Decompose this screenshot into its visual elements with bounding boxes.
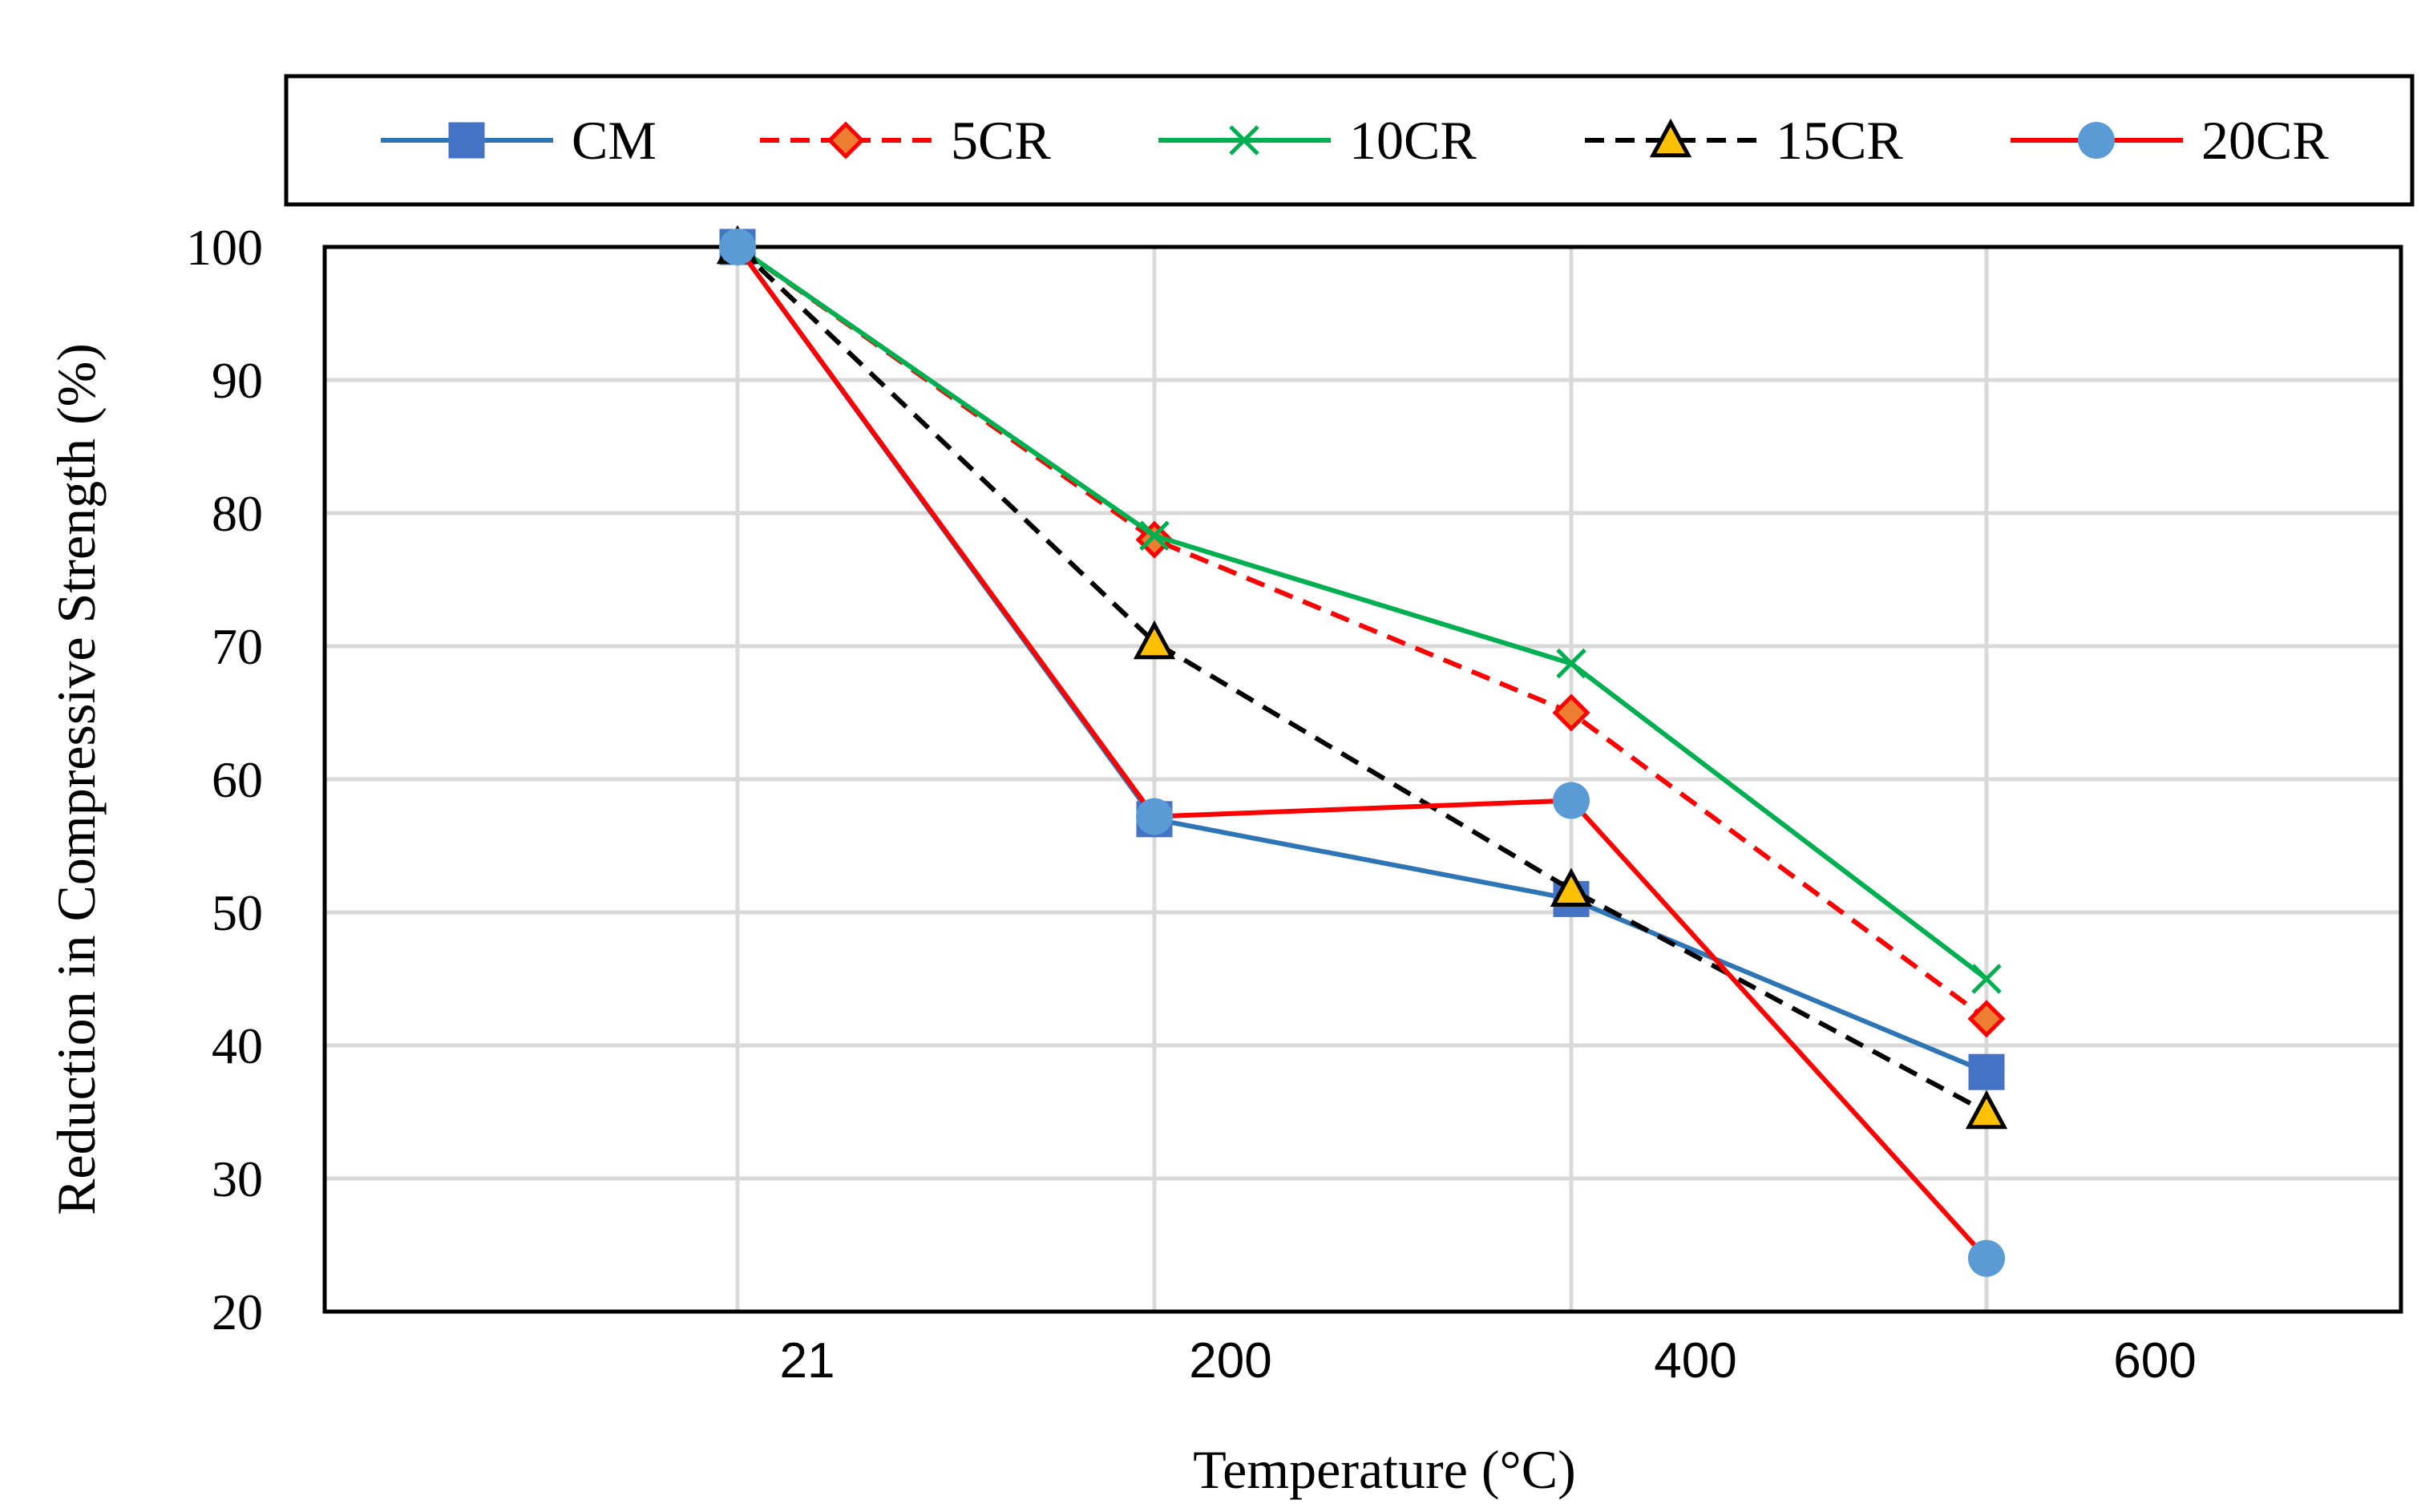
legend-label-20cr: 20CR bbox=[2201, 110, 2329, 171]
y-tick-label: 100 bbox=[186, 219, 263, 276]
x-axis-label: Temperature (°C) bbox=[1193, 1439, 1575, 1500]
data-point-15cr bbox=[1133, 620, 1176, 660]
legend-label-10cr: 10CR bbox=[1349, 110, 1477, 171]
y-tick-label: 80 bbox=[212, 485, 263, 542]
y-axis-ticks: 100 90 80 70 60 50 40 30 20 bbox=[186, 219, 263, 1340]
x-tick-label: 400 bbox=[1654, 1333, 1736, 1389]
legend: CM 5CR 10CR 15CR 20CR bbox=[284, 74, 2415, 207]
y-axis-label: Reduction in Compressive Strength (%) bbox=[46, 343, 107, 1215]
legend-items: CM 5CR 10CR 15CR 20CR bbox=[381, 110, 2329, 171]
legend-label-15cr: 15CR bbox=[1776, 110, 1903, 171]
data-point-5cr bbox=[1552, 693, 1590, 732]
x-tick-label: 21 bbox=[780, 1333, 835, 1389]
y-tick-label: 70 bbox=[212, 618, 263, 675]
y-tick-label: 30 bbox=[212, 1150, 263, 1207]
legend-marker-10cr bbox=[1229, 125, 1259, 156]
series-line-15cr bbox=[735, 245, 1988, 1114]
y-tick-label: 20 bbox=[212, 1284, 263, 1340]
series-cm bbox=[719, 228, 2005, 1090]
y-tick-label: 50 bbox=[212, 884, 263, 941]
series-line-20cr bbox=[735, 245, 1989, 1260]
y-tick-label: 90 bbox=[212, 352, 263, 409]
legend-marker-20cr bbox=[2078, 122, 2115, 159]
legend-marker-15cr bbox=[1649, 118, 1692, 158]
series-layer bbox=[716, 224, 2008, 1277]
legend-item-cm: CM bbox=[381, 110, 657, 171]
plot-area-border bbox=[322, 245, 2403, 1314]
legend-item-15cr: 15CR bbox=[1585, 110, 1903, 171]
data-point-15cr bbox=[1965, 1090, 2008, 1130]
legend-item-10cr: 10CR bbox=[1158, 110, 1477, 171]
data-point-20cr bbox=[1136, 798, 1173, 835]
x-tick-label: 600 bbox=[2113, 1333, 2196, 1389]
x-axis-ticks: 21 200 400 600 bbox=[780, 1333, 2197, 1389]
series-line-10cr bbox=[736, 245, 1988, 981]
legend-item-20cr: 20CR bbox=[2011, 110, 2329, 171]
y-tick-label: 60 bbox=[212, 751, 263, 808]
data-point-5cr bbox=[1967, 1000, 2006, 1038]
series-10cr bbox=[722, 232, 2002, 994]
data-point-20cr bbox=[1968, 1239, 2005, 1277]
legend-marker-cm bbox=[448, 122, 485, 159]
y-tick-label: 40 bbox=[212, 1017, 263, 1074]
legend-item-5cr: 5CR bbox=[760, 110, 1051, 171]
x-tick-label: 200 bbox=[1189, 1333, 1271, 1389]
data-point-10cr bbox=[1556, 648, 1586, 679]
data-point-cm bbox=[1968, 1053, 2005, 1090]
series-20cr bbox=[719, 228, 2005, 1277]
data-point-15cr bbox=[1550, 867, 1593, 907]
series-15cr bbox=[716, 224, 2008, 1130]
grid bbox=[325, 247, 2401, 1312]
legend-marker-5cr bbox=[827, 121, 865, 160]
series-line-5cr bbox=[736, 245, 1988, 1021]
legend-label-5cr: 5CR bbox=[951, 110, 1051, 171]
data-point-20cr bbox=[719, 228, 756, 265]
data-point-10cr bbox=[1139, 520, 1170, 551]
series-line-cm bbox=[735, 245, 1988, 1074]
data-point-20cr bbox=[1553, 782, 1590, 819]
legend-label-cm: CM bbox=[572, 110, 657, 171]
data-point-10cr bbox=[1971, 964, 2002, 994]
